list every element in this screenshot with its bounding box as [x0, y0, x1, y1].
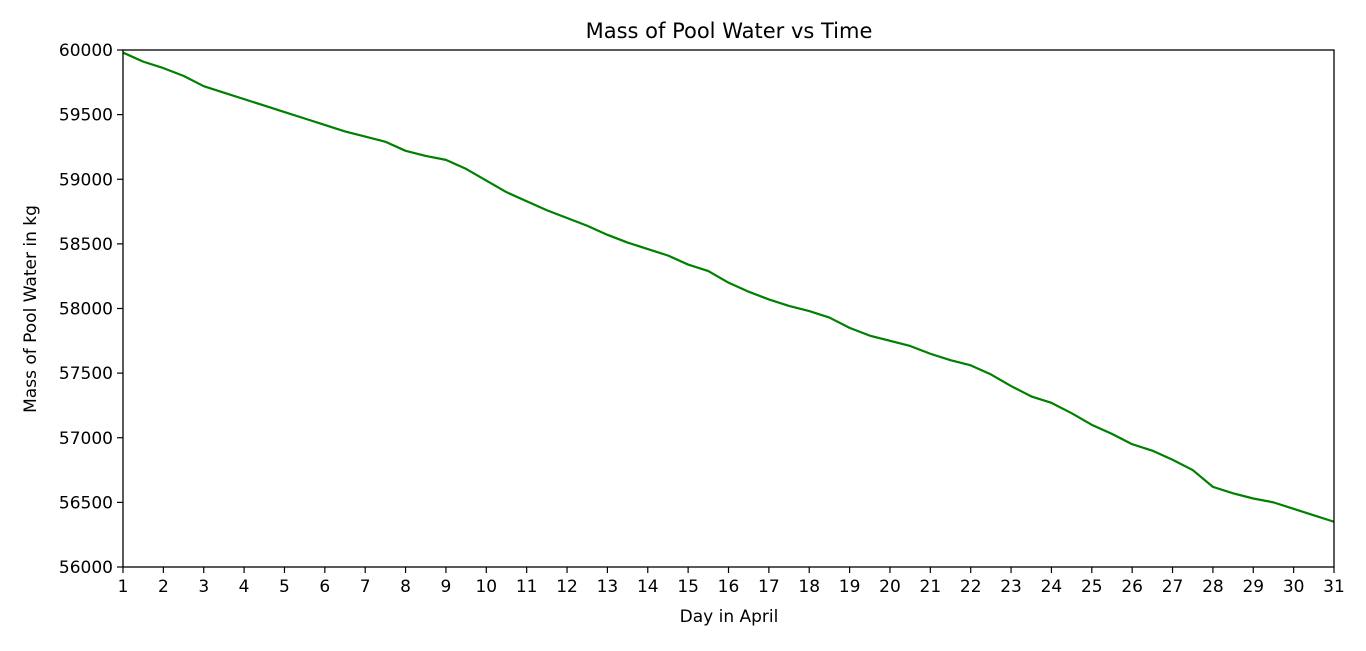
x-tick-label: 24	[1041, 577, 1063, 597]
plot-frame	[122, 49, 1335, 568]
y-tick-label: 56500	[59, 493, 113, 513]
x-tick-label: 12	[556, 577, 578, 597]
y-tick-label: 57000	[59, 429, 113, 449]
y-tick-label: 58500	[59, 235, 113, 255]
y-tick-label: 59000	[59, 170, 113, 190]
x-tick-label: 29	[1242, 577, 1264, 597]
x-tick-label: 4	[239, 577, 250, 597]
x-tick-label: 7	[360, 577, 371, 597]
y-tick-label: 60000	[59, 41, 113, 61]
x-tick-label: 25	[1081, 577, 1103, 597]
x-tick-label: 5	[279, 577, 290, 597]
x-tick-label: 18	[798, 577, 820, 597]
series-line	[122, 51, 1335, 523]
y-tick-label: 59500	[59, 106, 113, 126]
x-tick-label: 1	[118, 577, 129, 597]
y-tick-label: 58000	[59, 300, 113, 320]
x-axis: 1 2 3 4 5 6 7 8 9 10 11 12 13 14 15 16 17 18 19 20 21 22 23 24 2…	[118, 567, 1345, 597]
x-tick-label: 21	[920, 577, 942, 597]
chart-title: Mass of Pool Water vs Time	[586, 19, 873, 43]
x-tick-label: 9	[441, 577, 452, 597]
x-tick-label: 16	[718, 577, 740, 597]
y-tick-label: 56000	[59, 558, 113, 578]
x-tick-label: 30	[1283, 577, 1305, 597]
x-tick-label: 17	[758, 577, 780, 597]
x-axis-label: Day in April	[680, 607, 779, 627]
x-tick-label: 13	[597, 577, 619, 597]
x-tick-label: 11	[516, 577, 538, 597]
x-tick-label: 15	[677, 577, 699, 597]
x-tick-label: 19	[839, 577, 861, 597]
x-tick-label: 31	[1323, 577, 1345, 597]
x-tick-label: 20	[879, 577, 901, 597]
x-tick-label: 14	[637, 577, 659, 597]
x-tick-label: 26	[1121, 577, 1143, 597]
x-tick-label: 27	[1162, 577, 1184, 597]
y-axis-label: Mass of Pool Water in kg	[21, 205, 41, 413]
y-tick-label: 57500	[59, 364, 113, 384]
x-tick-label: 22	[960, 577, 982, 597]
x-tick-label: 23	[1000, 577, 1022, 597]
x-tick-label: 3	[198, 577, 209, 597]
x-tick-label: 10	[475, 577, 497, 597]
x-tick-label: 8	[400, 577, 411, 597]
x-tick-label: 2	[158, 577, 169, 597]
x-tick-label: 6	[319, 577, 330, 597]
x-tick-label: 28	[1202, 577, 1224, 597]
y-axis: 56000 56500 57000 57500 58000 58500 59000 59500…	[59, 41, 123, 578]
